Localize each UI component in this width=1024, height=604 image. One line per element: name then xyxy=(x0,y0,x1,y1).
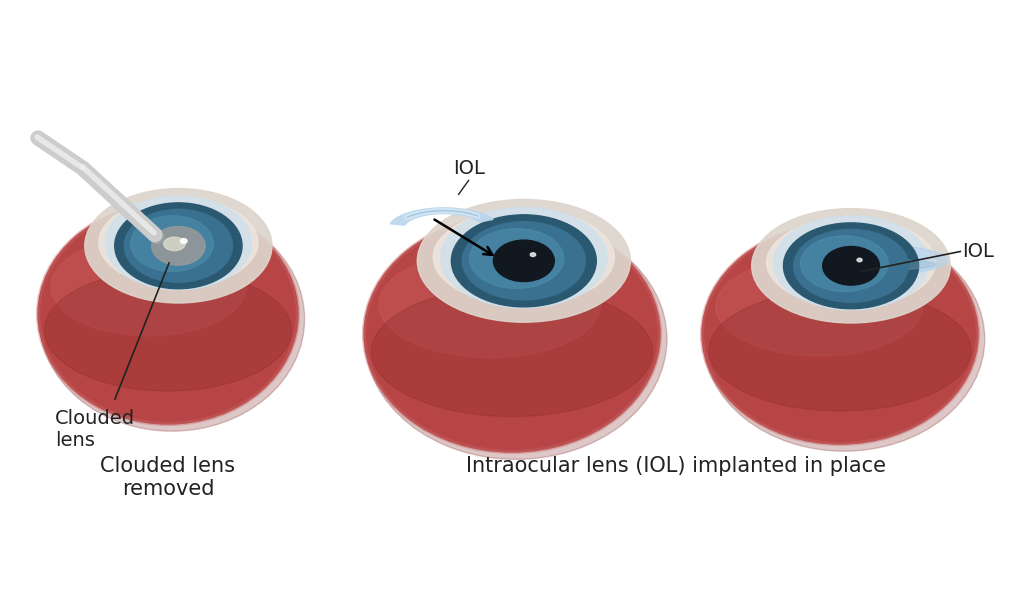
Ellipse shape xyxy=(44,270,292,391)
Ellipse shape xyxy=(703,226,985,451)
Ellipse shape xyxy=(530,252,536,257)
Ellipse shape xyxy=(773,216,929,310)
Ellipse shape xyxy=(857,259,862,262)
Ellipse shape xyxy=(716,257,923,356)
Ellipse shape xyxy=(131,220,197,239)
Ellipse shape xyxy=(85,188,272,303)
Ellipse shape xyxy=(470,233,545,253)
Ellipse shape xyxy=(364,216,660,452)
Text: IOL: IOL xyxy=(453,159,484,178)
Ellipse shape xyxy=(806,249,905,262)
Ellipse shape xyxy=(794,230,908,302)
Ellipse shape xyxy=(372,287,652,417)
Ellipse shape xyxy=(752,208,950,323)
Text: Intraocular lens (IOL) implanted in place: Intraocular lens (IOL) implanted in plac… xyxy=(466,456,886,476)
Ellipse shape xyxy=(440,207,607,308)
Ellipse shape xyxy=(494,240,554,281)
Ellipse shape xyxy=(783,223,919,309)
Ellipse shape xyxy=(418,199,631,322)
Text: IOL: IOL xyxy=(963,242,994,261)
Ellipse shape xyxy=(469,229,563,289)
Ellipse shape xyxy=(99,198,258,287)
Ellipse shape xyxy=(452,215,596,307)
Ellipse shape xyxy=(164,237,185,251)
Ellipse shape xyxy=(801,240,870,259)
Ellipse shape xyxy=(462,222,586,300)
Text: Clouded lens
removed: Clouded lens removed xyxy=(100,456,236,499)
Ellipse shape xyxy=(131,216,213,272)
Ellipse shape xyxy=(767,218,936,307)
Ellipse shape xyxy=(433,210,614,304)
Ellipse shape xyxy=(379,251,601,358)
Ellipse shape xyxy=(115,203,242,289)
Ellipse shape xyxy=(39,207,304,431)
Ellipse shape xyxy=(709,290,971,411)
Ellipse shape xyxy=(822,246,880,285)
Ellipse shape xyxy=(152,226,205,265)
Ellipse shape xyxy=(784,245,948,276)
Ellipse shape xyxy=(105,196,252,290)
Ellipse shape xyxy=(365,219,667,460)
Ellipse shape xyxy=(51,237,246,336)
Ellipse shape xyxy=(38,204,298,424)
Ellipse shape xyxy=(801,236,888,292)
Text: Clouded
lens: Clouded lens xyxy=(55,409,135,450)
Ellipse shape xyxy=(797,259,936,271)
Ellipse shape xyxy=(180,239,187,243)
Ellipse shape xyxy=(124,210,232,282)
Polygon shape xyxy=(390,208,494,225)
Ellipse shape xyxy=(702,224,978,444)
